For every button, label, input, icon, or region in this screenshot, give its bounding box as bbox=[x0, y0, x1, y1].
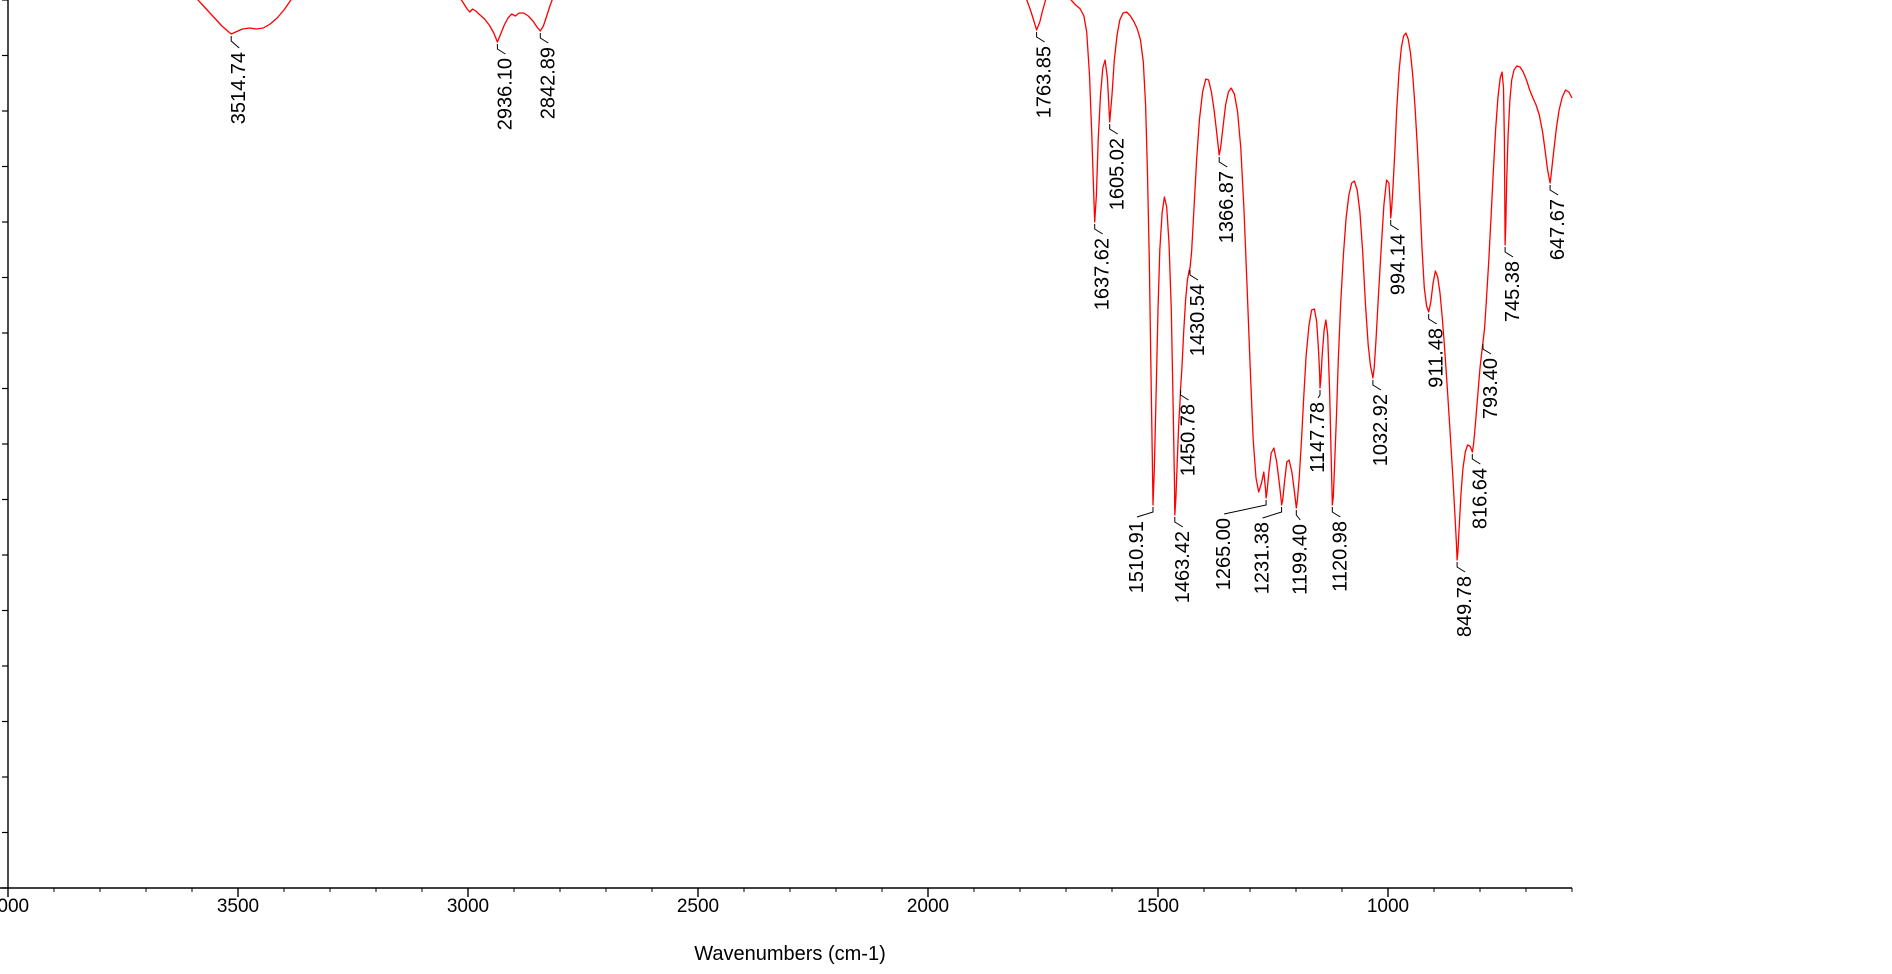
peak-leader-line bbox=[1094, 224, 1103, 235]
x-axis-title: Wavenumbers (cm-1) bbox=[694, 943, 886, 965]
x-tick-label: 2000 bbox=[907, 896, 949, 917]
peak-leader-line bbox=[1189, 270, 1199, 281]
peak-label: 1605.02 bbox=[1107, 138, 1129, 210]
peak-leader-line bbox=[1317, 390, 1321, 399]
peak-label: 994.14 bbox=[1388, 234, 1410, 295]
peak-label: 1510.91 bbox=[1126, 521, 1148, 593]
peak-leader-line bbox=[1471, 454, 1481, 465]
peak-leader-line bbox=[496, 44, 506, 55]
peak-leader-line bbox=[1036, 32, 1045, 43]
peak-leader-line bbox=[230, 36, 240, 49]
peak-label: 1120.98 bbox=[1329, 521, 1351, 592]
peak-leader-line bbox=[1295, 510, 1301, 521]
peak-label: 1231.38 bbox=[1252, 522, 1274, 594]
peak-label: 745.38 bbox=[1502, 261, 1524, 322]
peak-label: 1032.92 bbox=[1370, 394, 1392, 466]
peak-leader-line bbox=[1390, 220, 1399, 231]
peak-label: 1637.62 bbox=[1092, 238, 1114, 310]
peak-label: 1265.00 bbox=[1213, 518, 1235, 590]
peak-label: 1147.78 bbox=[1307, 402, 1329, 473]
peak-leader-line bbox=[1180, 390, 1189, 401]
peak-label: 1463.42 bbox=[1172, 531, 1194, 603]
peak-label: 2936.10 bbox=[494, 58, 516, 130]
x-tick-label: 1500 bbox=[1137, 896, 1179, 917]
peak-label: 1366.87 bbox=[1216, 171, 1238, 243]
peak-label: 1199.40 bbox=[1289, 524, 1311, 595]
peak-leader-line bbox=[1504, 247, 1514, 258]
axes bbox=[0, 0, 1572, 889]
axis-ticks: 4000 3500 3000 2500 2000 1500 1000 bbox=[0, 0, 1573, 917]
spectrum-trace-group bbox=[197, 0, 1573, 561]
peak-leader-line bbox=[1223, 500, 1267, 515]
peak-leader-line bbox=[1331, 507, 1341, 518]
peak-label: 793.40 bbox=[1480, 358, 1502, 419]
peak-label: 1450.78 bbox=[1178, 404, 1200, 476]
peak-label: 849.78 bbox=[1454, 576, 1476, 637]
peak-label: 2842.89 bbox=[537, 47, 559, 119]
peak-leader-line bbox=[1262, 507, 1283, 519]
x-tick-label: 3000 bbox=[447, 896, 489, 917]
x-tick-label: 3500 bbox=[217, 896, 259, 917]
peak-leader-line bbox=[1428, 314, 1437, 325]
peak-leader-line bbox=[1136, 507, 1154, 518]
peak-leader-line bbox=[1372, 380, 1382, 391]
peak-leader-line bbox=[539, 33, 549, 44]
peak-leader-line bbox=[1549, 185, 1559, 196]
peak-leader-line bbox=[1482, 344, 1492, 355]
peak-leader-line bbox=[1456, 562, 1466, 573]
peak-annotations: 3514.74 2936.10 2842.89 1763.85 1637.62 1605.… bbox=[228, 32, 1569, 637]
x-tick-label: 2500 bbox=[677, 896, 719, 917]
peak-label: 1763.85 bbox=[1034, 46, 1056, 118]
peak-label: 3514.74 bbox=[228, 52, 250, 124]
peak-label: 816.64 bbox=[1469, 468, 1491, 529]
peak-label: 911.48 bbox=[1426, 328, 1448, 388]
peak-label: 647.67 bbox=[1547, 199, 1569, 260]
peak-leader-line bbox=[1174, 517, 1184, 528]
peak-leader-line bbox=[1109, 124, 1118, 135]
peak-leader-line bbox=[1218, 157, 1228, 168]
spectrum-trace bbox=[197, 0, 1573, 561]
x-tick-label: 1000 bbox=[1367, 896, 1409, 917]
x-tick-label: 4000 bbox=[0, 896, 29, 917]
peak-label: 1430.54 bbox=[1187, 284, 1209, 356]
